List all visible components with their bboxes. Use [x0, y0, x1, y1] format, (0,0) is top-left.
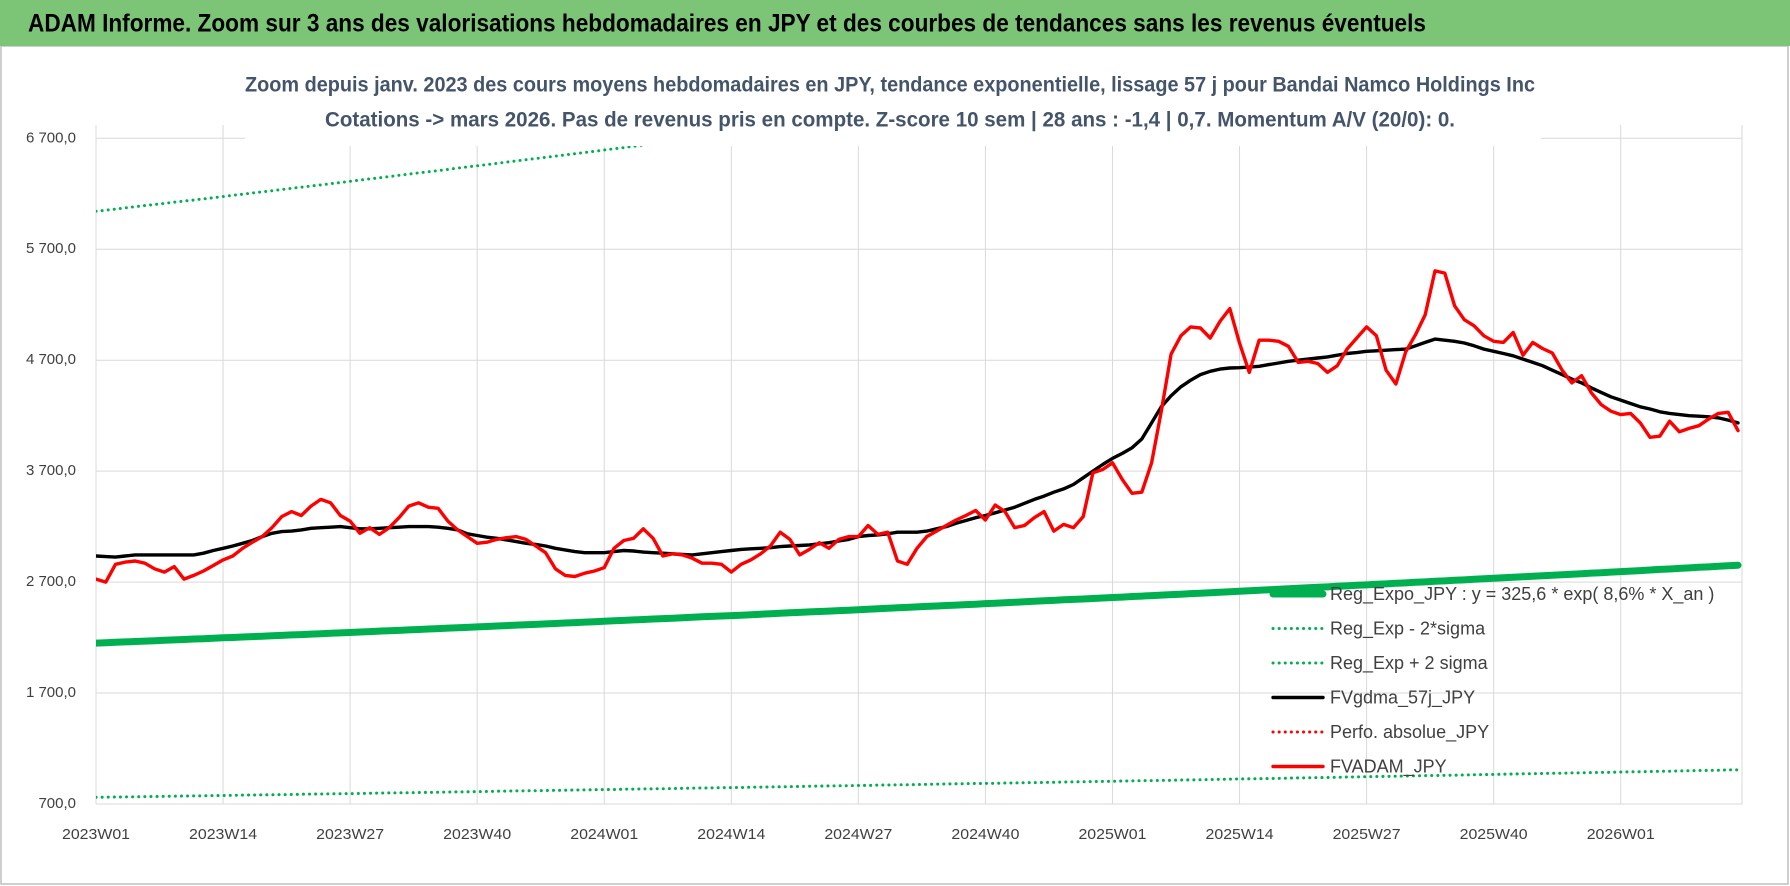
y-tick-label: 700,0 [38, 795, 76, 812]
y-tick-label: 4 700,0 [26, 351, 76, 368]
x-tick-label: 2024W01 [570, 826, 638, 843]
x-tick-label: 2024W27 [824, 826, 892, 843]
legend-label: Reg_Exp - 2*sigma [1330, 618, 1486, 639]
header-title: ADAM Informe. Zoom sur 3 ans des valoris… [28, 10, 1426, 38]
chart-subtitle: Cotations -> mars 2026. Pas de revenus p… [325, 109, 1455, 132]
y-tick-label: 6 700,0 [26, 129, 76, 146]
series-line [96, 105, 963, 213]
x-tick-label: 2026W01 [1587, 826, 1655, 843]
x-tick-label: 2023W40 [443, 826, 511, 843]
title-box [245, 68, 1541, 146]
x-tick-label: 2024W14 [697, 826, 765, 843]
y-tick-label: 3 700,0 [26, 462, 76, 479]
legend-label: FVgdma_57j_JPY [1330, 687, 1475, 708]
x-tick-label: 2025W27 [1333, 826, 1401, 843]
x-tick-label: 2023W27 [316, 826, 384, 843]
series-line [96, 768, 1740, 799]
x-tick-label: 2023W14 [189, 826, 257, 843]
series-line [96, 269, 1740, 584]
x-tick-label: 2023W01 [62, 826, 130, 843]
x-tick-label: 2025W40 [1460, 826, 1528, 843]
y-tick-label: 2 700,0 [26, 573, 76, 590]
series-line [96, 561, 1742, 647]
chart-title: Zoom depuis janv. 2023 des cours moyens … [245, 74, 1535, 97]
header-bar [0, 0, 1790, 46]
legend-label: Reg_Expo_JPY : y = 325,6 * exp( 8,6% * X… [1330, 584, 1714, 605]
y-tick-label: 5 700,0 [26, 240, 76, 257]
x-tick-label: 2025W01 [1078, 826, 1146, 843]
x-tick-label: 2024W40 [951, 826, 1019, 843]
legend-label: Perfo. absolue_JPY [1330, 722, 1489, 743]
legend-label: Reg_Exp + 2 sigma [1330, 653, 1489, 674]
y-tick-label: 1 700,0 [26, 684, 76, 701]
x-tick-label: 2025W14 [1206, 826, 1274, 843]
legend-label: FVADAM_JPY [1330, 756, 1447, 777]
